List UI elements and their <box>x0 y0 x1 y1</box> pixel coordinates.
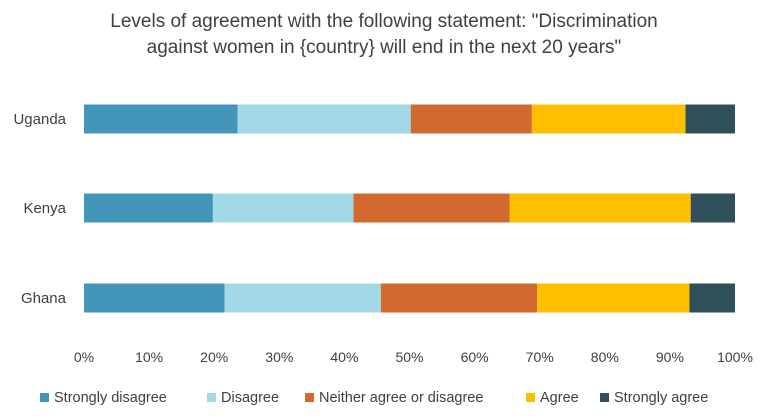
bar-ghana-strongly-agree <box>689 283 735 313</box>
chart-title-line-1: Levels of agreement with the following s… <box>110 11 657 32</box>
legend-swatch-neither-agree-or-disagree <box>305 393 314 402</box>
legend-label-neither-agree-or-disagree: Neither agree or disagree <box>319 390 483 406</box>
legend-label-strongly-disagree: Strongly disagree <box>54 390 167 406</box>
legend-swatch-disagree <box>207 393 216 402</box>
x-tick-label: 0% <box>74 349 94 365</box>
x-tick-label: 10% <box>135 349 163 365</box>
bar-ghana-neither-agree-or-disagree <box>380 283 538 313</box>
bar-uganda-strongly-disagree <box>84 104 238 134</box>
legend-label-strongly-agree: Strongly agree <box>614 390 708 406</box>
x-tick-label: 50% <box>395 349 423 365</box>
x-axis-tick-labels: 0% 10% 20% 30% 40% 50% 60% 70% 80% 90% 100% <box>74 349 753 365</box>
x-tick-label: 70% <box>526 349 554 365</box>
bar-ghana-disagree <box>224 283 381 313</box>
category-labels: Uganda Kenya Ghana <box>13 111 66 307</box>
chart-title-line-2: against women in {country} will end in t… <box>147 37 622 58</box>
category-label-kenya: Kenya <box>23 200 66 217</box>
bar-kenya-neither-agree-or-disagree <box>353 193 510 223</box>
legend-swatch-strongly-disagree <box>40 393 49 402</box>
bar-kenya-agree <box>509 193 691 223</box>
category-label-ghana: Ghana <box>21 290 67 307</box>
bar-uganda-disagree <box>237 104 411 134</box>
bar-kenya-disagree <box>212 193 354 223</box>
bar-uganda-strongly-agree <box>685 104 735 134</box>
bar-uganda-neither-agree-or-disagree <box>410 104 532 134</box>
bar-uganda-agree <box>531 104 686 134</box>
legend-label-disagree: Disagree <box>221 390 279 406</box>
x-tick-label: 60% <box>461 349 489 365</box>
bar-ghana-strongly-disagree <box>84 283 225 313</box>
legend-label-agree: Agree <box>540 390 579 406</box>
x-tick-label: 40% <box>330 349 358 365</box>
x-tick-label: 90% <box>656 349 684 365</box>
legend: Strongly disagree Disagree Neither agree o… <box>40 390 708 406</box>
x-tick-label: 20% <box>200 349 228 365</box>
bar-kenya-strongly-agree <box>690 193 735 223</box>
legend-swatch-strongly-agree <box>600 393 609 402</box>
legend-swatch-agree <box>526 393 535 402</box>
bar-kenya-strongly-disagree <box>84 193 213 223</box>
x-tick-label: 80% <box>591 349 619 365</box>
category-label-uganda: Uganda <box>13 111 66 128</box>
x-tick-label: 100% <box>717 349 753 365</box>
bars-group <box>84 104 735 313</box>
x-tick-label: 30% <box>265 349 293 365</box>
bar-ghana-agree <box>537 283 690 313</box>
